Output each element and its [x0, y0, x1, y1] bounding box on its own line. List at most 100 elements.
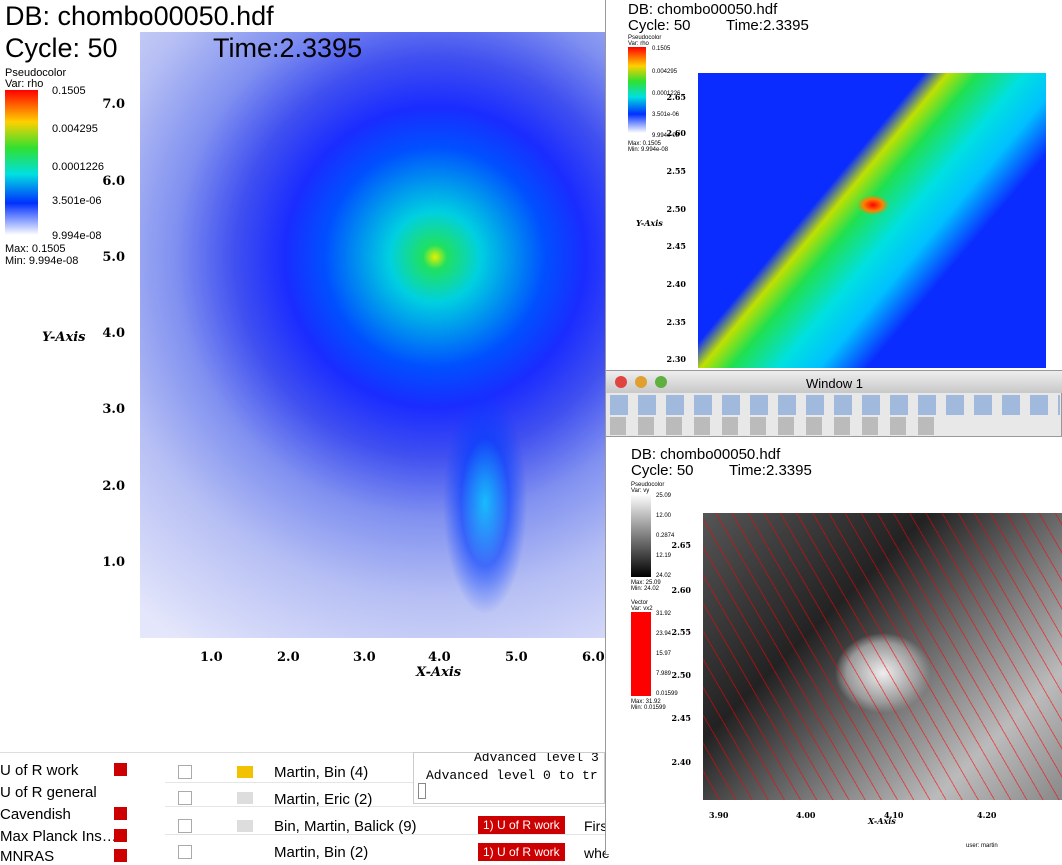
time: Time:2.3395 — [729, 462, 812, 479]
legend-plot: Pseudocolor — [631, 482, 665, 488]
legend-max: Max: 25.09 — [631, 580, 661, 586]
x-tick-label: 4.00 — [796, 810, 816, 820]
db-title: DB: chombo00050.hdf — [5, 1, 274, 31]
toolbar-row — [610, 395, 1060, 415]
label-color — [114, 849, 127, 862]
legend-min: Min: 9.994e-08 — [628, 147, 669, 153]
important-marker[interactable] — [237, 820, 253, 832]
y-tick-label: 2.45 — [671, 713, 691, 723]
y-tick-label: 2.55 — [671, 627, 691, 637]
legend-label: 12.19 — [656, 553, 672, 559]
colorbar — [5, 90, 38, 235]
zoom-window: DB: chombo00050.hdf Cycle: 50 Time:2.339… — [605, 0, 1062, 370]
x-tick-label: 6.0 — [582, 650, 605, 665]
label-color — [114, 829, 127, 842]
label-color — [114, 807, 127, 820]
legend-label: 9.994e-08 — [52, 230, 102, 242]
cycle: Cycle: 50 — [5, 33, 118, 63]
row[interactable] — [165, 761, 605, 783]
db-title: DB: chombo00050.hdf — [628, 1, 778, 18]
y-tick-label: 7.0 — [102, 97, 125, 112]
legend-plot: Vector — [631, 600, 649, 606]
legend-label: 0.0001226 — [52, 161, 104, 173]
close-button[interactable] — [615, 376, 627, 388]
y-tick-label: 2.45 — [666, 241, 686, 251]
y-tick-label: 2.30 — [666, 354, 686, 364]
folder[interactable]: U of R work — [0, 762, 79, 779]
legend-max: Max: 0.1505 — [5, 243, 66, 255]
legend-min: Min: 0.01599 — [631, 705, 666, 711]
checkbox[interactable] — [178, 845, 192, 859]
toolbar-row — [610, 417, 940, 435]
legend-label: 23.94 — [656, 631, 672, 637]
sender: Martin, Bin (2) — [274, 844, 369, 861]
y-tick-label: 2.50 — [666, 204, 686, 214]
x-axis-title: X-Axis — [868, 816, 896, 826]
time: Time:2.3395 — [726, 17, 809, 34]
checkbox[interactable] — [178, 765, 192, 779]
y-tick-label: 2.65 — [671, 540, 691, 550]
tag[interactable]: 1) U of R work — [478, 843, 565, 861]
cycle: Cycle: 50 — [628, 17, 691, 34]
important-marker[interactable] — [237, 766, 253, 778]
colorbar — [631, 612, 651, 696]
colorbar — [628, 47, 646, 133]
y-tick-label: 2.60 — [666, 128, 686, 138]
legend-max: Max: 0.1505 — [628, 141, 662, 147]
tag[interactable]: 1) U of R work — [478, 816, 565, 834]
console: Advanced level 3 Advanced level 0 to tr — [413, 752, 605, 804]
legend-label: 0.004295 — [652, 69, 678, 75]
y-tick-label: 5.0 — [102, 250, 125, 265]
minimize-button[interactable] — [635, 376, 647, 388]
y-tick-label: 2.60 — [671, 585, 691, 595]
legend-label: 12.00 — [656, 513, 672, 519]
folder[interactable]: Max Planck Ins… — [0, 828, 117, 845]
title-bar — [606, 371, 1062, 393]
console-line: Advanced level 3 — [474, 752, 599, 765]
y-tick-label: 2.50 — [671, 670, 691, 680]
x-tick-label: 2.0 — [277, 650, 300, 665]
checkbox[interactable] — [178, 791, 192, 805]
legend-var: Var: vy — [631, 488, 650, 494]
plot-area — [703, 513, 1062, 800]
x-tick-label: 4.10 — [884, 810, 904, 820]
legend-plot: Pseudocolor — [5, 67, 67, 79]
zoom-button[interactable] — [655, 376, 667, 388]
legend-max: Max: 31.92 — [631, 699, 661, 705]
legend-min: Min: 9.994e-08 — [5, 255, 79, 267]
main-window: DB: chombo00050.hdf Cycle: 50 Time:2.339… — [0, 0, 605, 752]
y-tick-label: 1.0 — [102, 555, 125, 570]
legend-label: 3.501e-06 — [52, 195, 102, 207]
legend-label: 7.989 — [656, 671, 672, 677]
console-line: Advanced level 0 to tr — [426, 768, 598, 783]
y-tick-label: 3.0 — [102, 402, 125, 417]
sender: Martin, Eric (2) — [274, 791, 373, 808]
x-axis-title: X-Axis — [416, 665, 462, 680]
sender: Martin, Bin (4) — [274, 764, 369, 781]
folder[interactable]: U of R general — [0, 784, 97, 801]
y-tick-label: 2.65 — [666, 92, 686, 102]
y-axis-title: Y-Axis — [42, 330, 86, 345]
x-tick-label: 5.0 — [505, 650, 528, 665]
x-tick-label: 3.90 — [709, 810, 729, 820]
y-tick-label: 2.40 — [666, 279, 686, 289]
snippet: Firs — [584, 818, 608, 834]
legend-label: 31.92 — [656, 611, 672, 617]
label-color — [114, 763, 127, 776]
important-marker[interactable] — [237, 792, 253, 804]
y-tick-label: 2.0 — [102, 479, 125, 494]
checkbox[interactable] — [178, 819, 192, 833]
legend-label: 3.501e-06 — [652, 112, 680, 118]
vector-window: DB: chombo00050.hdf Cycle: 50 Time:2.339… — [605, 437, 1062, 854]
row[interactable] — [165, 785, 605, 807]
x-tick-label: 3.0 — [353, 650, 376, 665]
cursor — [418, 783, 426, 799]
row[interactable] — [165, 813, 605, 835]
folder[interactable]: Cavendish — [0, 806, 71, 823]
folder[interactable]: MNRAS — [0, 848, 55, 865]
x-tick-label: 4.0 — [428, 650, 451, 665]
legend-label: 0.1505 — [652, 46, 671, 52]
legend-label: 9.994e-08 — [652, 133, 680, 139]
y-tick-label: 2.40 — [671, 757, 691, 767]
legend-label: 0.01599 — [656, 691, 678, 697]
